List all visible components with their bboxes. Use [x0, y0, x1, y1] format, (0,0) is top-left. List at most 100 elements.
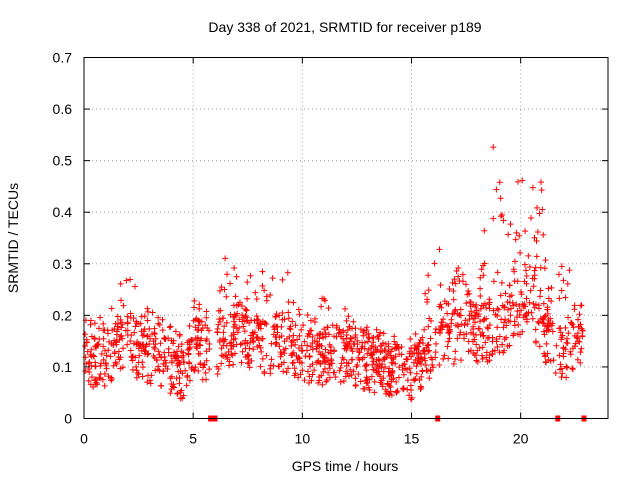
data-point [426, 347, 433, 354]
data-point [368, 373, 375, 380]
data-point [178, 354, 185, 361]
data-point [513, 301, 520, 308]
data-point [531, 234, 538, 241]
data-point [273, 334, 280, 341]
data-point [156, 321, 163, 328]
data-point [93, 376, 100, 383]
data-point [298, 326, 305, 333]
data-point [440, 316, 447, 323]
data-point [246, 364, 253, 371]
data-point [175, 343, 182, 350]
data-point [446, 285, 453, 292]
data-point [151, 354, 158, 361]
data-point [418, 354, 425, 361]
data-point [92, 359, 99, 366]
data-point [559, 370, 566, 377]
data-point [425, 287, 432, 294]
y-tick-label: 0.3 [53, 256, 73, 272]
data-point [117, 316, 124, 323]
data-point [400, 386, 407, 393]
data-point [446, 326, 453, 333]
data-point [458, 357, 465, 364]
data-point [467, 329, 474, 336]
data-point [544, 321, 551, 328]
data-point [499, 211, 506, 218]
data-point [497, 292, 504, 299]
data-point [464, 321, 471, 328]
data-point [562, 294, 569, 301]
data-point [351, 341, 358, 348]
data-point [253, 313, 260, 320]
data-point [234, 329, 241, 336]
data-point [292, 341, 299, 348]
data-point [90, 352, 97, 359]
data-point [503, 334, 510, 341]
data-point [325, 349, 332, 356]
data-point [135, 343, 142, 350]
data-point [108, 305, 115, 312]
data-point [525, 252, 532, 259]
data-point [221, 323, 228, 330]
data-point [318, 372, 325, 379]
data-point [119, 335, 126, 342]
data-point [250, 337, 257, 344]
data-point [94, 341, 101, 348]
data-point [309, 346, 316, 353]
data-point [381, 356, 388, 363]
data-point [103, 361, 110, 368]
data-point [321, 365, 328, 372]
data-point [307, 317, 314, 324]
data-point [472, 311, 479, 318]
data-point [274, 329, 281, 336]
data-point [490, 307, 497, 314]
data-point [199, 325, 206, 332]
data-point [171, 355, 178, 362]
data-point [131, 329, 138, 336]
data-point [127, 337, 134, 344]
data-point [220, 329, 227, 336]
data-point [166, 324, 173, 331]
data-point [425, 348, 432, 355]
data-point [558, 263, 565, 270]
data-point [325, 369, 332, 376]
data-point [473, 307, 480, 314]
data-point [142, 343, 149, 350]
data-point [537, 264, 544, 271]
data-point [408, 353, 415, 360]
data-point [317, 330, 324, 337]
data-point [432, 329, 439, 336]
data-point [174, 348, 181, 355]
data-point [243, 307, 250, 314]
data-point [117, 280, 124, 287]
data-point [567, 348, 574, 355]
data-point [231, 314, 238, 321]
data-point [105, 347, 112, 354]
data-point [135, 371, 142, 378]
plot-frame [83, 57, 609, 419]
data-point [566, 267, 573, 274]
data-point [197, 342, 204, 349]
data-point [469, 338, 476, 345]
data-point [385, 343, 392, 350]
data-point [279, 316, 286, 323]
data-point [178, 387, 185, 394]
data-point [475, 311, 482, 318]
data-point [98, 350, 105, 357]
data-point [149, 309, 156, 316]
data-point [350, 368, 357, 375]
data-point [168, 359, 175, 366]
data-point [88, 373, 95, 380]
data-point [99, 376, 106, 383]
data-point [86, 359, 93, 366]
data-point [227, 280, 234, 287]
data-point [437, 281, 444, 288]
data-point [555, 271, 562, 278]
data-point [368, 350, 375, 357]
data-point [147, 380, 154, 387]
data-point [236, 324, 243, 331]
data-point [380, 330, 387, 337]
data-point [466, 312, 473, 319]
data-point [363, 331, 370, 338]
data-point [572, 340, 579, 347]
data-point [370, 334, 377, 341]
